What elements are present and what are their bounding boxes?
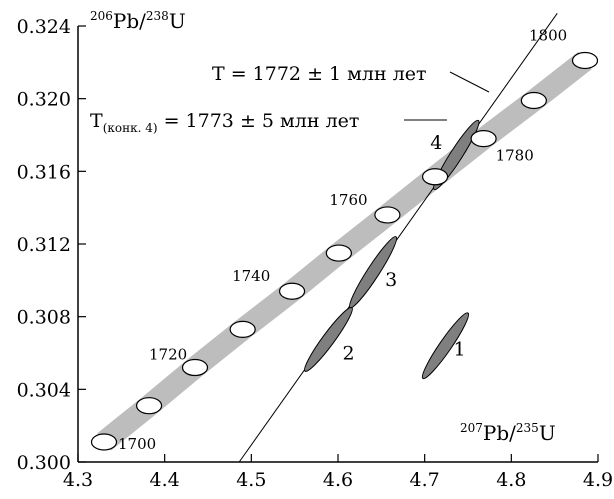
age-marker-1750 xyxy=(325,244,352,262)
x-axis-title-post: U xyxy=(539,421,556,445)
age-label-1760: 1760 xyxy=(329,191,367,209)
discordia-age-annotation: T = 1772 ± 1 млн лет xyxy=(212,63,427,85)
age-marker-1740 xyxy=(278,282,306,300)
y-tick-label: 0.300 xyxy=(17,452,71,474)
discordia-line xyxy=(238,12,558,463)
y-tick-label: 0.320 xyxy=(17,89,71,111)
y-tick-label: 0.312 xyxy=(17,234,71,256)
x-axis-title-sup2: 235 xyxy=(516,421,539,435)
y-axis-title-sup1: 206 xyxy=(90,9,113,23)
age-marker-1700 xyxy=(90,433,118,451)
y-tick-label: 0.308 xyxy=(17,307,71,329)
x-tick-label: 4.6 xyxy=(323,469,353,491)
age-marker-1730 xyxy=(229,320,256,338)
y-tick-label: 0.324 xyxy=(17,16,71,38)
analysis-ellipse-1 xyxy=(421,312,470,380)
y-tick-label: 0.304 xyxy=(17,379,71,401)
y-axis-title-main: Pb/ xyxy=(113,9,146,33)
age-marker-1710 xyxy=(135,397,163,415)
discordia-regression-line xyxy=(238,12,558,463)
analysis-ellipse-3 xyxy=(349,236,398,309)
age-marker-1780 xyxy=(470,130,497,148)
ellipse-label-4: 4 xyxy=(430,132,442,154)
ellipse-label-2: 2 xyxy=(342,342,354,364)
age-label-1740: 1740 xyxy=(232,267,270,285)
chart-labels: 206Pb/238U 207Pb/235U T = 1772 ± 1 млн л… xyxy=(90,9,556,445)
x-axis-title-sup1: 207 xyxy=(460,421,483,435)
age-label-1800: 1800 xyxy=(529,27,567,45)
x-tick-label: 4.3 xyxy=(63,469,93,491)
age-label-1780: 1780 xyxy=(496,147,534,165)
age-marker-1720 xyxy=(181,358,209,377)
age-marker-1770 xyxy=(421,168,449,186)
axis-ticks: 4.3 4.4 4.5 4.6 4.7 4.8 4.9 0.300 0.304 0.308 0.31… xyxy=(17,16,614,491)
x-tick-label: 4.7 xyxy=(410,469,440,491)
age-marker-1800 xyxy=(571,51,599,70)
x-tick-label: 4.5 xyxy=(236,469,266,491)
x-tick-label: 4.9 xyxy=(583,469,613,491)
concordant-age-subscript: (конк. 4) xyxy=(103,121,158,135)
age-marker-1790 xyxy=(520,91,547,110)
age-label-1700: 1700 xyxy=(118,435,156,453)
x-tick-label: 4.4 xyxy=(150,469,180,491)
y-axis-title-sup2: 238 xyxy=(146,9,169,23)
age-label-1720: 1720 xyxy=(149,346,187,364)
concordant-age-t: T xyxy=(90,110,103,132)
y-tick-label: 0.316 xyxy=(17,161,71,183)
x-axis-title-main: Pb/ xyxy=(483,421,516,445)
discordia-annotation-leader xyxy=(449,71,490,93)
concordant-age-annotation: T(конк. 4) = 1773 ± 5 млн лет xyxy=(90,110,359,135)
age-marker-1760 xyxy=(374,206,401,224)
concordant-age-value: = 1773 ± 5 млн лет xyxy=(158,110,360,132)
y-axis-title-post: U xyxy=(169,9,186,33)
x-axis-title: 207Pb/235U xyxy=(460,421,556,445)
ellipse-label-3: 3 xyxy=(385,269,397,291)
x-tick-label: 4.8 xyxy=(496,469,526,491)
y-axis-title: 206Pb/238U xyxy=(90,9,186,33)
concordia-age-markers: 1700 1720 1740 1760 1780 1800 xyxy=(90,27,599,453)
ellipse-label-1: 1 xyxy=(453,339,465,361)
